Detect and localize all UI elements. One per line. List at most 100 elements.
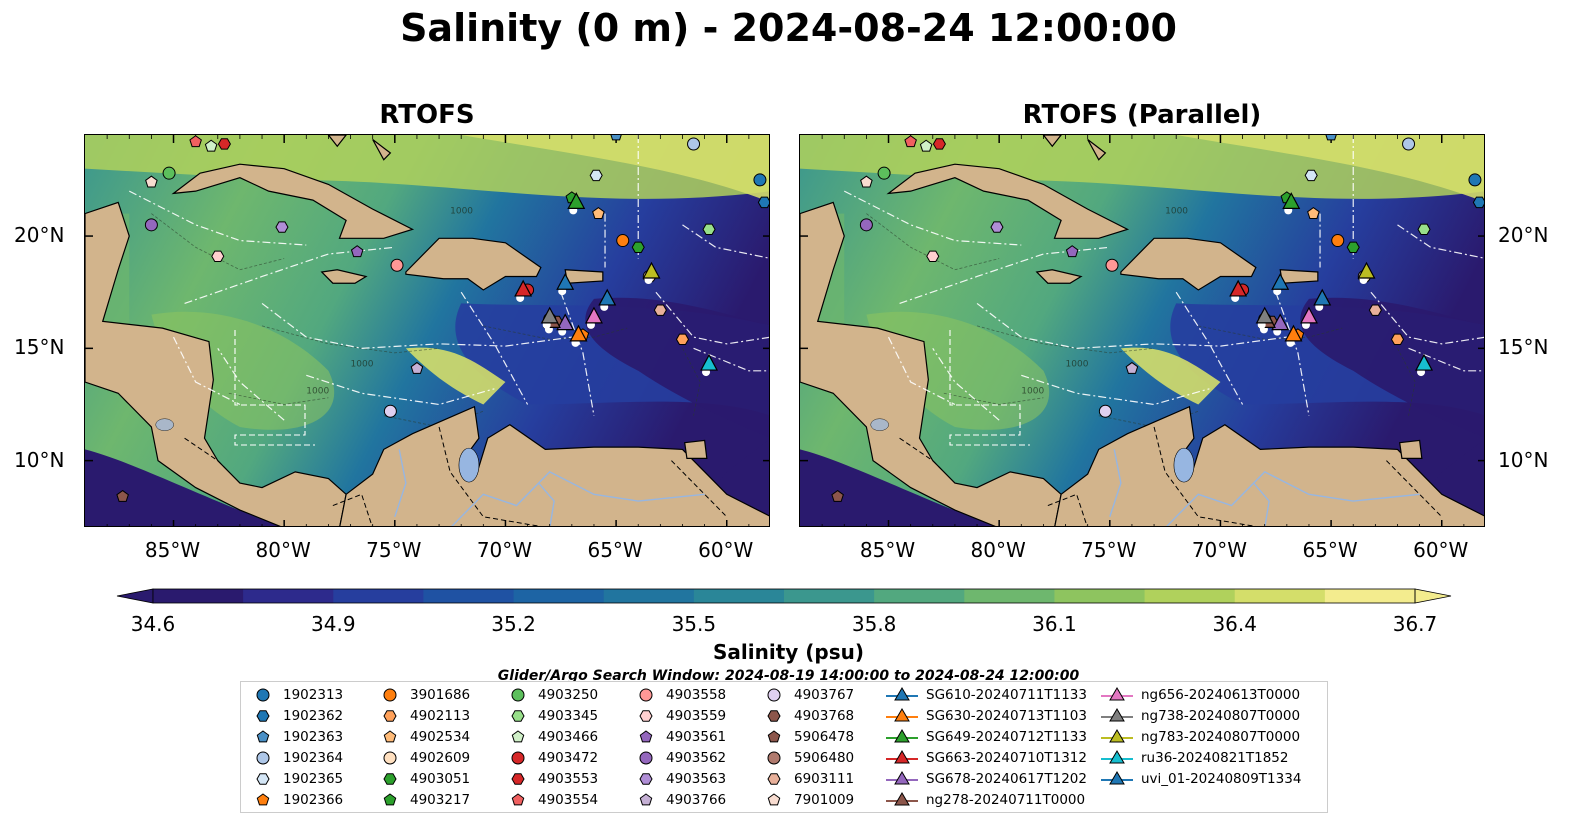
lon-tick-label-left: 65°W [587, 538, 643, 562]
colorbar-segment [1054, 589, 1146, 603]
argo-float-marker [350, 245, 364, 258]
legend-label: 4903554 [538, 791, 599, 808]
argo-float-marker [410, 361, 424, 374]
legend-marker [639, 751, 653, 764]
legend-marker [639, 709, 653, 722]
legend-marker [767, 772, 781, 785]
glider-marker [1415, 353, 1434, 371]
legend-item-argo: 4903554 [506, 789, 598, 810]
lon-tick-label-right: 60°W [1413, 538, 1469, 562]
legend-item-argo: 1902364 [251, 747, 343, 768]
glider-marker [1284, 324, 1303, 342]
legend-marker [767, 729, 781, 742]
legend-item-argo: 1902363 [251, 726, 343, 747]
legend-marker [511, 792, 525, 805]
colorbar-segment [1234, 589, 1326, 603]
lon-tick-label-right: 80°W [970, 538, 1026, 562]
legend-item-glider: SG663-20240710T1312 [886, 747, 1087, 768]
circle-marker-icon [767, 688, 781, 701]
legend-label: 1902364 [283, 749, 344, 766]
hexagon-marker-icon [511, 772, 525, 785]
argo-float-marker [904, 135, 917, 148]
argo-float-marker [217, 138, 231, 150]
argo-float-marker [757, 196, 769, 209]
pentagon-marker-icon [511, 729, 525, 742]
legend-label: 4902534 [410, 728, 471, 745]
legend-label: 1902363 [283, 728, 344, 745]
argo-float-marker [145, 175, 158, 188]
legend-item-glider: ng783-20240807T0000 [1101, 726, 1301, 747]
argo-float-marker [610, 135, 622, 141]
legend-item-argo: 1902313 [251, 684, 343, 705]
argo-float-marker [1105, 258, 1119, 272]
glider-marker [598, 288, 617, 306]
colorbar-segment [513, 589, 605, 603]
legend-item-argo: 5906480 [762, 747, 854, 768]
legend-label: SG649-20240712T1133 [926, 728, 1087, 745]
hexagon-marker-icon [767, 709, 781, 722]
legend-label: 1902313 [283, 686, 344, 703]
colorbar-tick-label: 35.8 [851, 612, 897, 636]
contour-label: 1000 [351, 359, 374, 369]
colorbar-tick-label: 36.7 [1392, 612, 1438, 636]
legend-marker [383, 772, 397, 785]
lat-tick-label-right: 10°N [1498, 447, 1549, 472]
argo-float-marker [390, 258, 404, 272]
pentagon-marker-icon [383, 729, 397, 742]
colorbar-label: Salinity (psu) [712, 640, 864, 664]
argo-float-marker [753, 173, 767, 187]
legend-marker [511, 729, 525, 742]
legend-item-argo: 1902362 [251, 705, 343, 726]
legend-item-argo: 4903250 [506, 684, 598, 705]
glider-marker [556, 272, 575, 290]
argo-float-marker [631, 241, 645, 253]
legend-marker [256, 751, 270, 764]
argo-float-marker [1325, 135, 1337, 141]
legend-marker [639, 772, 653, 785]
lon-tick-label-right: 70°W [1191, 538, 1248, 562]
colorbar-tick-label: 34.9 [311, 612, 356, 636]
legend-label: 4903553 [538, 770, 599, 787]
legend-label: 1902362 [283, 707, 344, 724]
legend-marker [767, 792, 781, 805]
legend-label: 5906480 [794, 749, 855, 766]
legend-label: 4903563 [666, 770, 727, 787]
legend-item-argo: 4903558 [634, 684, 726, 705]
legend-marker [511, 751, 525, 764]
legend-label: ng656-20240613T0000 [1141, 686, 1301, 703]
legend-item-argo: 4903553 [506, 768, 598, 789]
colorbar-segment [964, 589, 1055, 603]
colorbar-segment [874, 589, 965, 603]
argo-float-marker [211, 250, 225, 262]
legend-label: ru36-20240821T1852 [1141, 749, 1289, 766]
glider-marker [1299, 306, 1318, 324]
contour-label: 1000 [1066, 359, 1089, 369]
legend-item-argo: 4903051 [378, 768, 470, 789]
legend-marker [639, 792, 653, 805]
legend-marker [256, 688, 270, 701]
map-panel-rtofs: 1000 1000 1000 [84, 134, 770, 527]
colorbar-tick-label: 35.2 [491, 612, 536, 636]
triangle-marker-icon [886, 770, 918, 784]
lon-tick-label-left: 75°W [366, 538, 422, 562]
argo-float-marker [1402, 137, 1416, 151]
argo-float-marker [653, 304, 667, 316]
argo-float-marker [1417, 223, 1431, 236]
glider-marker [1271, 313, 1290, 331]
pentagon-marker-icon [639, 792, 653, 805]
legend-label: ng783-20240807T0000 [1141, 728, 1301, 745]
legend-item-argo: 7901009 [762, 789, 854, 810]
legend-label: 4902113 [410, 707, 471, 724]
legend-label: uvi_01-20240809T1334 [1141, 770, 1302, 787]
argo-float-marker [859, 218, 873, 232]
circle-marker-icon [639, 751, 653, 764]
pentagon-marker-icon [511, 792, 525, 805]
legend-marker [511, 688, 525, 701]
legend-label: 4902609 [410, 749, 471, 766]
argo-float-marker [687, 137, 701, 151]
colorbar-segment [693, 589, 785, 603]
lat-tick-label-right: 20°N [1498, 223, 1549, 248]
colorbar-segment [423, 589, 515, 603]
legend-marker [383, 792, 397, 805]
pentagon-marker-icon [383, 792, 397, 805]
